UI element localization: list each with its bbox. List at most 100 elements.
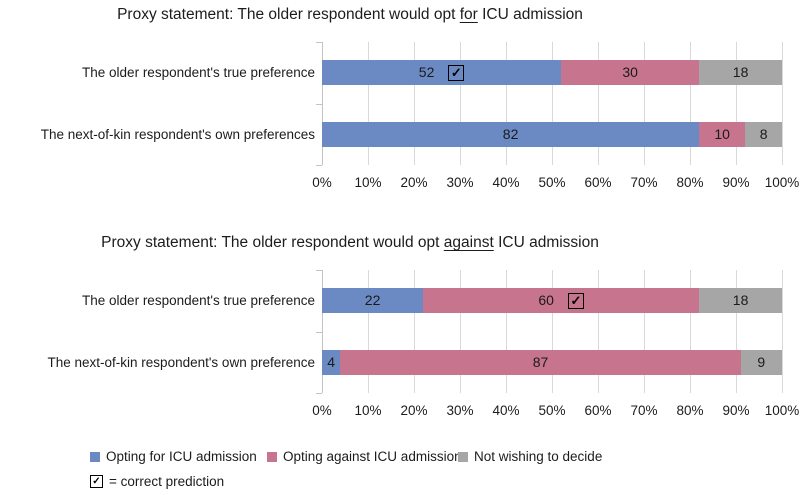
chart-title: Proxy statement: The older respondent wo… <box>0 6 700 24</box>
legend-label: Opting for ICU admission <box>106 449 257 464</box>
legend-swatch-gray <box>458 451 468 462</box>
value-axis-line <box>322 270 323 393</box>
gridline <box>460 42 461 165</box>
bar-value-label: 18 <box>732 64 749 80</box>
gridline <box>368 270 369 393</box>
bar-value-label: 22 <box>364 292 381 308</box>
axis-tick <box>316 331 322 333</box>
x-axis-tick-label: 20% <box>400 403 428 418</box>
x-axis-tick-label: 50% <box>538 175 566 190</box>
chart-title: Proxy statement: The older respondent wo… <box>0 234 700 252</box>
axis-tick <box>316 270 322 271</box>
bar-segment: 9 <box>740 350 782 375</box>
x-axis-tick-label: 0% <box>312 175 332 190</box>
legend-swatch-blue <box>90 451 100 462</box>
gridline <box>414 270 415 393</box>
stacked-bar: 22 60 ✓ 18 <box>322 288 782 313</box>
axis-tick <box>316 393 322 394</box>
bar-value-label: 82 <box>502 126 519 142</box>
bar-value-label: 18 <box>732 292 749 308</box>
chart-title-text: ICU admission <box>493 234 599 251</box>
category-label: The older respondent's true preference <box>82 65 315 80</box>
legend-note: ✓ = correct prediction <box>90 472 224 490</box>
gridline <box>598 42 599 165</box>
bar-segment: 22 <box>322 288 424 313</box>
chart-for-icu: Proxy statement: The older respondent wo… <box>0 0 800 228</box>
chart-against-icu: Proxy statement: The older respondent wo… <box>0 228 800 456</box>
legend-note-text: = correct prediction <box>109 473 225 489</box>
gridline <box>736 42 737 165</box>
gridline <box>552 42 553 165</box>
legend-label: Not wishing to decide <box>474 449 603 464</box>
category-label: The next-of-kin respondent's own prefere… <box>40 127 315 142</box>
axis-tick <box>316 165 322 166</box>
legend-item-opting-against: Opting against ICU admission <box>267 448 462 465</box>
x-axis-tick-label: 80% <box>676 175 704 190</box>
gridline <box>690 270 691 393</box>
bar-value-label: 4 <box>327 354 336 370</box>
gridline <box>506 270 507 393</box>
x-axis-tick-label: 60% <box>584 175 612 190</box>
axis-tick <box>316 103 322 105</box>
x-axis-tick-label: 70% <box>630 403 658 418</box>
gridline <box>368 42 369 165</box>
x-axis-tick-label: 40% <box>492 403 520 418</box>
x-axis-tick-label: 40% <box>492 175 520 190</box>
bar-value-label: 30 <box>622 64 638 80</box>
gridline <box>690 42 691 165</box>
x-axis-tick-label: 10% <box>354 175 382 190</box>
bar-segment: 18 <box>699 288 782 313</box>
gridline <box>414 42 415 165</box>
gridline <box>598 270 599 393</box>
bar-segment: 87 <box>340 350 741 375</box>
chart-title-text: Proxy statement: The older respondent wo… <box>101 234 444 251</box>
x-axis-tick-label: 10% <box>354 403 382 418</box>
x-axis-tick-label: 30% <box>446 175 474 190</box>
value-axis-line <box>322 42 323 165</box>
correct-prediction-checkbox: ✓ <box>448 64 465 81</box>
bar-value-label: 10 <box>714 126 730 142</box>
bar-value-label: 9 <box>757 354 766 370</box>
bar-value-label: 87 <box>532 354 549 370</box>
gridline <box>644 270 645 393</box>
chart-title-underlined: against <box>443 234 494 251</box>
category-label: The next-of-kin respondent's own prefere… <box>47 355 315 370</box>
x-axis-tick-label: 100% <box>764 403 800 418</box>
x-axis-tick-label: 90% <box>722 403 750 418</box>
x-axis-tick-label: 20% <box>400 175 428 190</box>
gridline <box>782 42 783 165</box>
x-axis-tick-label: 80% <box>676 403 704 418</box>
gridline <box>460 270 461 393</box>
chart-title-text: Proxy statement: The older respondent wo… <box>117 6 460 23</box>
plot-area: 0% 10% 20% 30% 40% 50% 60% 70% 80% 90% 100% The old… <box>48 270 799 418</box>
legend-swatch-pink <box>267 451 277 462</box>
axis-tick <box>316 42 322 43</box>
bar-segment: 60 ✓ <box>423 288 700 313</box>
plot-area: 0% 10% 20% 30% 40% 50% 60% 70% 80% 90% 100% The old… <box>41 42 799 190</box>
gridline <box>736 270 737 393</box>
x-axis-tick-label: 100% <box>764 175 800 190</box>
category-label: The older respondent's true preference <box>82 293 315 308</box>
x-axis-tick-label: 50% <box>538 403 566 418</box>
bar-value-label: 8 <box>759 126 768 142</box>
bar-segment: 8 <box>745 122 782 147</box>
legend-item-not-wishing: Not wishing to decide <box>458 448 602 465</box>
stacked-bar: 4 87 9 <box>322 350 782 375</box>
legend-label: Opting against ICU admission <box>283 449 462 464</box>
stacked-bar: 52 ✓ 30 18 <box>322 60 782 85</box>
bar-value-label: 52 <box>418 64 435 80</box>
correct-prediction-checkbox: ✓ <box>567 292 584 309</box>
gridline <box>552 270 553 393</box>
bar-segment: 4 <box>322 350 341 375</box>
bar-segment: 10 <box>699 122 746 147</box>
gridline <box>782 270 783 393</box>
stacked-bar: 82 10 8 <box>322 122 782 147</box>
bar-segment: 30 <box>561 60 700 85</box>
chart-title-text: ICU admission <box>477 6 583 23</box>
chart-title-underlined: for <box>459 6 478 23</box>
x-axis-tick-label: 30% <box>446 403 474 418</box>
checkbox-icon: ✓ <box>90 474 103 488</box>
x-axis-tick-label: 60% <box>584 403 612 418</box>
gridline <box>644 42 645 165</box>
